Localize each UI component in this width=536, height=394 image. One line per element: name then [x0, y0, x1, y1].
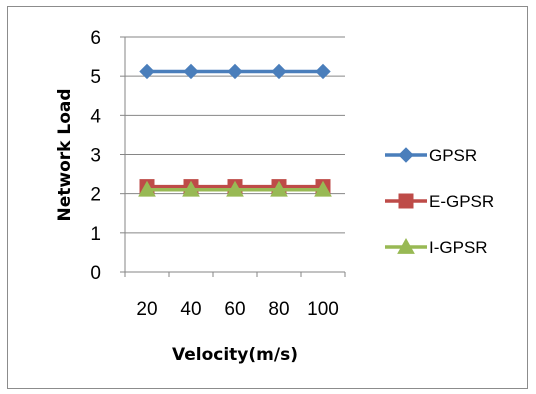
series-gpsr — [139, 63, 331, 80]
legend-item-i-gpsr: I-GPSR — [385, 237, 488, 257]
point-i-gpsr-40 — [182, 180, 200, 197]
point-i-gpsr-80 — [270, 180, 288, 197]
legend-label-gpsr: GPSR — [429, 146, 477, 165]
y-tick-label-4: 4 — [90, 106, 101, 127]
legend-label-e-gpsr: E-GPSR — [429, 192, 494, 211]
point-gpsr-20 — [139, 63, 155, 80]
x-tick-label-60: 60 — [224, 299, 245, 320]
point-gpsr-80 — [271, 63, 287, 80]
series-layer — [138, 63, 332, 197]
legend: GPSR E-GPSR I-GPSR — [385, 146, 494, 257]
y-tick-label-5: 5 — [90, 67, 101, 88]
x-tick-label-20: 20 — [136, 299, 157, 320]
x-tick-label-100: 100 — [307, 299, 339, 320]
x-tick-label-40: 40 — [180, 299, 201, 320]
point-i-gpsr-60 — [226, 180, 244, 197]
legend-label-i-gpsr: I-GPSR — [429, 238, 488, 257]
legend-marker-e-gpsr — [398, 193, 414, 209]
point-i-gpsr-20 — [138, 180, 156, 197]
axis-layer: 0 1 2 3 4 5 6 20 40 60 80 100 — [90, 28, 346, 320]
y-tick-label-3: 3 — [90, 146, 101, 167]
point-gpsr-60 — [227, 63, 243, 80]
point-gpsr-100 — [315, 63, 331, 80]
y-tick-label-6: 6 — [90, 28, 101, 49]
legend-marker-i-gpsr — [397, 237, 415, 254]
legend-marker-gpsr — [398, 147, 414, 163]
y-tick-label-0: 0 — [90, 263, 101, 284]
y-tick-label-2: 2 — [90, 185, 101, 206]
x-axis-title: Velocity(m/s) — [172, 345, 298, 365]
legend-item-e-gpsr: E-GPSR — [385, 192, 494, 211]
legend-item-gpsr: GPSR — [385, 146, 477, 165]
point-gpsr-40 — [183, 63, 199, 80]
y-tick-label-1: 1 — [90, 224, 101, 245]
x-tick-label-80: 80 — [268, 299, 289, 320]
series-i-gpsr — [138, 180, 332, 197]
point-i-gpsr-100 — [314, 180, 332, 197]
y-axis-title: Network Load — [55, 88, 75, 221]
